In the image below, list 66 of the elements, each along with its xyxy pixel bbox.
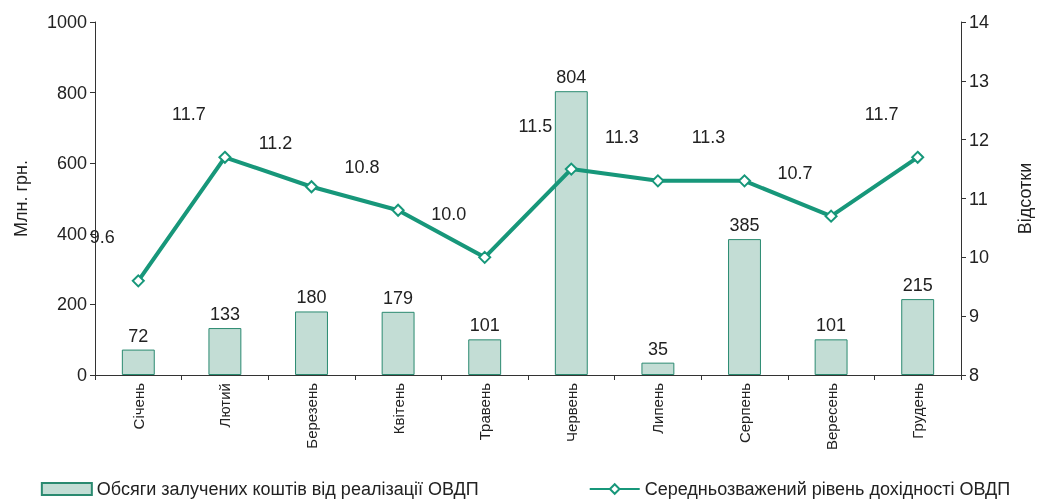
data-label: 10.8 [344, 156, 380, 177]
y2-tick-label: 8 [969, 365, 980, 385]
y-tick-label: 1000 [46, 12, 87, 32]
data-label: 385 [729, 215, 760, 236]
point [651, 174, 665, 188]
x-tick-label: Серпень [736, 382, 753, 444]
y-tick-label: 0 [76, 365, 87, 385]
data-label: 101 [816, 315, 847, 336]
x-tick-label: Лютий [216, 383, 234, 428]
x-tick-label: Грудень [909, 382, 927, 439]
point [391, 203, 405, 217]
bar [814, 339, 848, 375]
x-tick-label: Березень [303, 382, 320, 449]
legend-label: Обсяги залучених коштів від реалізації ОВДП [96, 479, 479, 499]
data-label: 11.7 [864, 103, 899, 124]
data-label: 72 [128, 325, 149, 346]
data-label: 10.7 [777, 162, 813, 183]
point [131, 274, 145, 288]
y2-tick-label: 14 [969, 12, 990, 32]
y2-tick-label: 11 [969, 188, 988, 209]
point [564, 162, 578, 176]
point [824, 209, 838, 223]
y2-tick-label: 13 [969, 70, 990, 91]
bar [728, 239, 761, 375]
legend-label: Середньозважений рівень дохідності ОВДП [644, 479, 1011, 499]
x-tick-label: Квітень [389, 382, 407, 435]
bar [381, 311, 415, 375]
point [218, 150, 232, 164]
data-label: 11.3 [605, 127, 639, 148]
y2-tick-label: 9 [969, 306, 980, 327]
data-label: 11.7 [172, 103, 206, 124]
point [911, 150, 925, 164]
bar [121, 349, 155, 375]
point [478, 250, 492, 264]
x-tick-label: Червень [562, 382, 580, 442]
y-tick-label: 600 [56, 153, 87, 174]
y2-tick-label: 10 [969, 247, 990, 268]
bar [295, 311, 328, 375]
y-axis-title: Млн. грн. [11, 160, 31, 237]
x-tick-label: Липень [649, 382, 667, 434]
bar [641, 362, 675, 375]
data-label: 11.5 [518, 115, 553, 136]
y2-axis-title: Відсотки [1015, 162, 1035, 235]
y-tick-label: 800 [56, 82, 87, 103]
data-label: 35 [647, 338, 668, 359]
data-label: 215 [902, 275, 933, 296]
x-tick-label: Вересень [822, 382, 840, 450]
data-label: 101 [469, 315, 500, 336]
point [305, 180, 318, 194]
data-label: 133 [209, 304, 240, 325]
data-label: 10.0 [431, 203, 467, 224]
bar [208, 328, 242, 375]
data-label: 804 [556, 67, 587, 88]
point [738, 174, 751, 188]
bar [554, 91, 588, 375]
bar [468, 339, 502, 375]
data-label: 180 [296, 287, 327, 308]
data-label: 179 [383, 287, 414, 308]
bar [901, 299, 935, 375]
y-tick-label: 200 [56, 294, 87, 315]
y-tick-label: 400 [56, 223, 87, 244]
x-tick-label: Травень [476, 382, 494, 441]
data-label: 11.2 [258, 133, 293, 154]
y2-tick-label: 12 [969, 129, 990, 150]
data-label: 11.3 [691, 127, 726, 148]
x-tick-label: Січень [129, 382, 147, 430]
